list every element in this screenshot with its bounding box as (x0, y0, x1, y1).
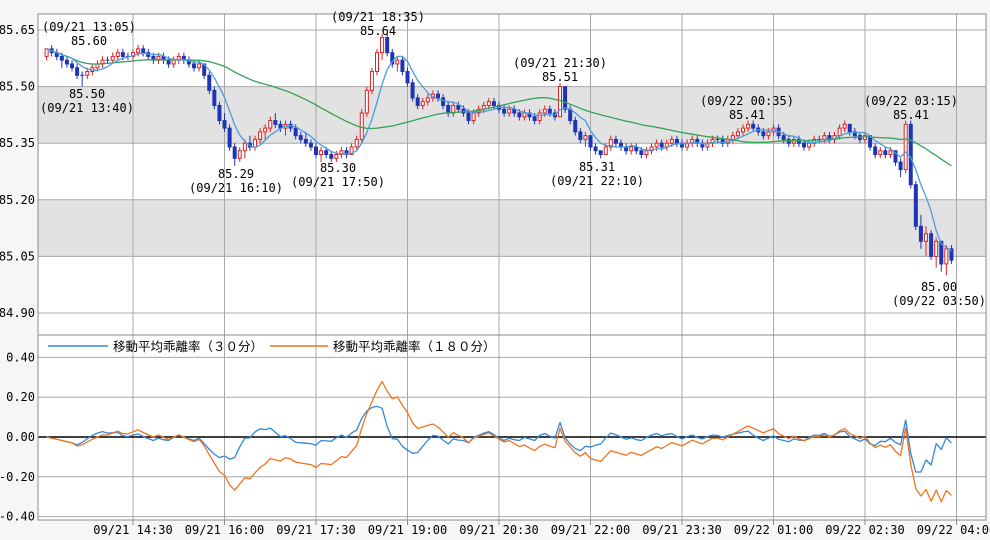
price-annotation: (09/21 17:50) (291, 175, 385, 189)
price-annotation: 85.41 (729, 108, 765, 122)
axis-label: 09/21 22:00 (551, 523, 630, 537)
axis-label: 09/21 14:30 (93, 523, 172, 537)
price-annotation: (09/22 03:50) (892, 294, 986, 308)
price-annotation: 85.29 (218, 167, 254, 181)
axis-label: 85.35 (0, 136, 35, 150)
axis-label: 85.20 (0, 193, 35, 207)
price-annotation: 85.41 (893, 108, 929, 122)
price-annotation: (09/21 18:35) (331, 10, 425, 24)
axis-label: -0.40 (0, 510, 35, 524)
axis-label: 0.20 (6, 390, 35, 404)
price-annotation: 85.30 (320, 161, 356, 175)
axis-label: 09/22 02:30 (825, 523, 904, 537)
line-series (38, 48, 986, 503)
price-annotation: (09/21 21:30) (513, 56, 607, 70)
axis-label: 09/21 23:30 (642, 523, 721, 537)
axis-label: 09/21 19:00 (368, 523, 447, 537)
price-annotation: (09/22 03:15) (864, 94, 958, 108)
ma-long-line (46, 48, 952, 167)
annotations-layer: (09/21 13:05)85.60 85.50(09/21 13:40) 85.2… (40, 10, 986, 308)
price-annotation: 85.00 (921, 280, 957, 294)
axis-label: 85.65 (0, 23, 35, 37)
axis-label: 09/22 04:00 (917, 523, 990, 537)
axis-label: 09/21 20:30 (459, 523, 538, 537)
price-annotation: 85.31 (579, 160, 615, 174)
legend-label-short: 移動平均乖離率（３０分） (113, 339, 263, 354)
price-annotation: 85.50 (69, 87, 105, 101)
axis-label: 0.40 (6, 350, 35, 364)
ma-short-line (46, 48, 952, 252)
axis-label: 85.50 (0, 80, 35, 94)
deviation-short-line (46, 405, 952, 473)
axis-label: 09/21 17:30 (276, 523, 355, 537)
axis-label: 84.90 (0, 306, 35, 320)
axis-label: 0.00 (6, 430, 35, 444)
deviation-legend: 移動平均乖離率（３０分） 移動平均乖離率（１８０分） (48, 339, 496, 354)
price-annotation: 85.51 (542, 70, 578, 84)
panel-backgrounds (38, 14, 986, 520)
price-band (38, 86, 986, 144)
axis-label: 09/21 16:00 (185, 523, 264, 537)
axis-label: 85.05 (0, 249, 35, 263)
price-annotation: (09/21 13:40) (40, 101, 134, 115)
price-annotation: (09/21 22:10) (550, 174, 644, 188)
price-annotation: (09/22 00:35) (700, 94, 794, 108)
panel-borders (37, 13, 987, 521)
axis-labels: 85.65 85.50 85.35 85.20 85.05 84.90 0.40 0.20 0.… (0, 23, 990, 537)
price-annotation: (09/21 16:10) (189, 181, 283, 195)
price-annotation: (09/21 13:05) (42, 20, 136, 34)
deviation-long-line (46, 380, 952, 503)
price-band (38, 199, 986, 257)
axis-label: -0.20 (0, 470, 35, 484)
gridlines (38, 14, 986, 525)
legend-label-long: 移動平均乖離率（１８０分） (333, 339, 496, 354)
price-annotation: 85.64 (360, 24, 396, 38)
axis-label: 09/22 01:00 (734, 523, 813, 537)
price-annotation: 85.60 (71, 34, 107, 48)
